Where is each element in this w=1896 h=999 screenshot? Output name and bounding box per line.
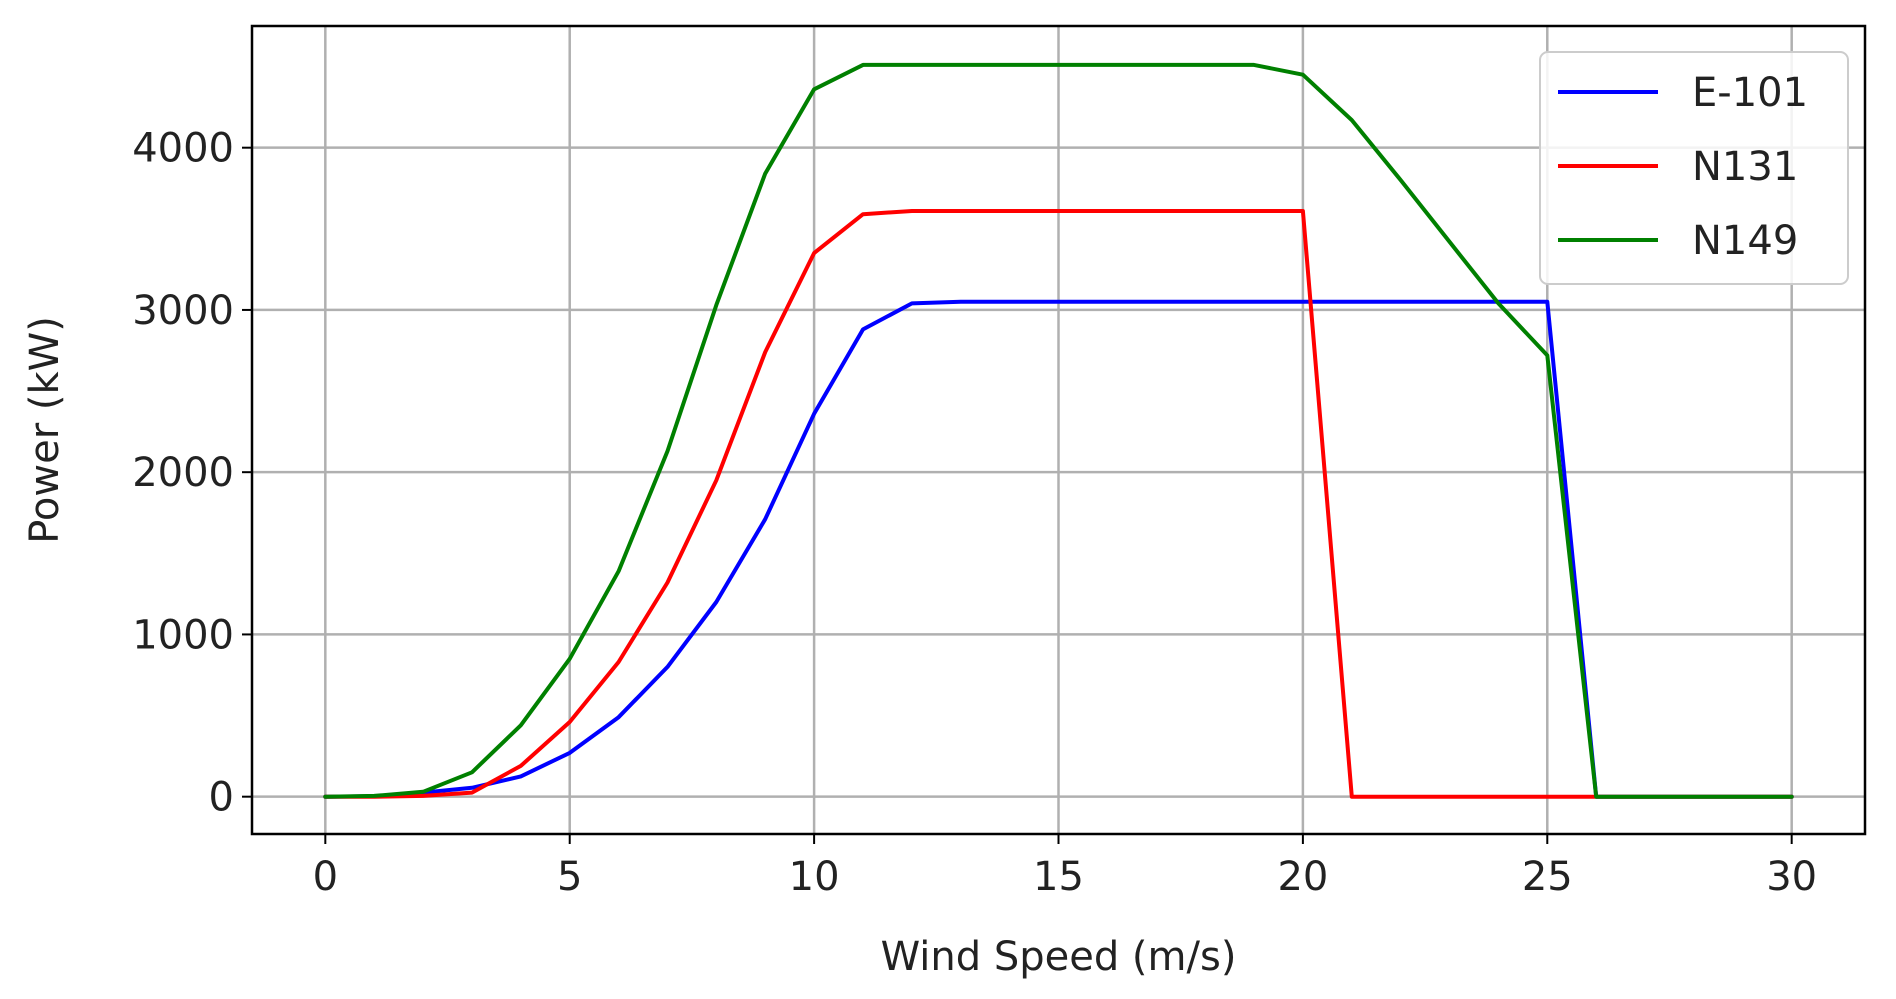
x-tick-label: 15 xyxy=(1033,854,1084,900)
legend-label: E-101 xyxy=(1692,70,1808,116)
x-tick-label: 30 xyxy=(1766,854,1817,900)
legend-label: N149 xyxy=(1692,218,1798,264)
legend: E-101 N131 N149 xyxy=(1539,51,1849,285)
series-line-n149 xyxy=(323,62,1794,799)
x-tick-label: 0 xyxy=(313,854,338,900)
legend-label: N131 xyxy=(1692,144,1798,190)
y-tick-label: 0 xyxy=(209,775,234,821)
y-tick-label: 4000 xyxy=(132,126,234,172)
y-tick-label: 2000 xyxy=(132,450,234,496)
x-tick-label: 10 xyxy=(789,854,840,900)
y-tick-label: 1000 xyxy=(132,612,234,658)
x-axis-label: Wind Speed (m/s) xyxy=(881,934,1237,980)
series-lines xyxy=(323,62,1794,799)
x-tick-label: 20 xyxy=(1277,854,1328,900)
series-line-e-101 xyxy=(323,299,1794,799)
axis-ticks: 0 5 10 15 20 25 30 0 1000 2000 3000 4000 xyxy=(132,126,1817,900)
x-tick-label: 5 xyxy=(557,854,582,900)
series-line-n131 xyxy=(323,209,1794,799)
legend-box xyxy=(1539,51,1849,285)
y-axis-label: Power (kW) xyxy=(22,316,68,544)
y-tick-label: 3000 xyxy=(132,288,234,334)
x-tick-label: 25 xyxy=(1522,854,1573,900)
